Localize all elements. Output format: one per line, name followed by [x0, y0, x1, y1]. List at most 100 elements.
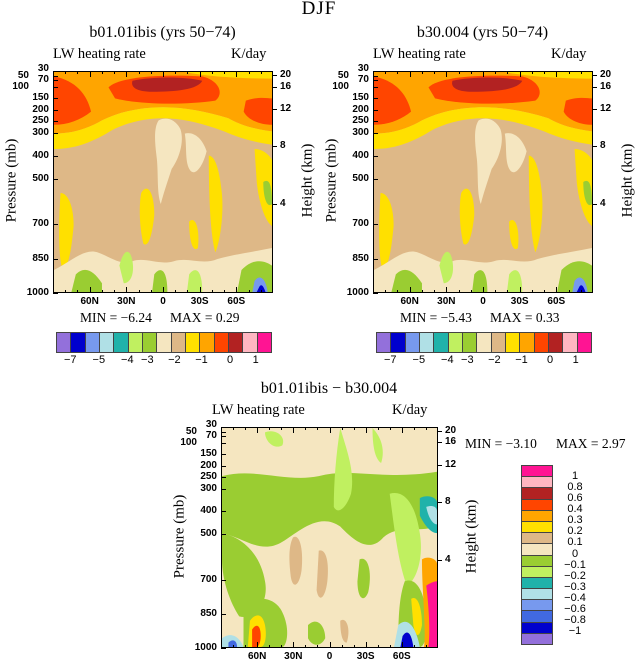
minor-tick — [556, 290, 558, 293]
contour-region — [357, 558, 370, 599]
colorbar-label: −5 — [92, 354, 106, 366]
colorbar-label: −3 — [141, 354, 154, 366]
latitude-tick-top — [163, 71, 164, 77]
contour-region — [374, 76, 412, 125]
minor-tick — [483, 290, 484, 293]
minor-tick — [341, 645, 343, 648]
contour-region — [263, 180, 272, 206]
minor-tick — [245, 645, 247, 648]
colorbar-swatch — [522, 488, 552, 500]
contour-region — [504, 133, 527, 173]
minor-tick — [409, 71, 411, 74]
colorbar-swatch — [522, 555, 552, 567]
pressure-tick — [373, 132, 378, 134]
latitude-tick-label: 60N — [400, 296, 419, 307]
minor-tick — [89, 71, 91, 74]
pressure-tick-label: 200 — [200, 459, 217, 471]
contour-region — [54, 72, 272, 79]
latitude-tick-top — [126, 71, 128, 77]
minor-tick — [114, 290, 116, 293]
panel3-colorbar — [521, 465, 553, 645]
latitude-tick-top — [409, 71, 411, 77]
colorbar-swatch — [214, 333, 229, 352]
contour-region — [256, 285, 266, 292]
colorbar-swatch — [522, 566, 552, 578]
contour-region — [208, 155, 223, 253]
pressure-tick-label: 400 — [200, 505, 217, 517]
panel2-units: K/day — [551, 46, 587, 62]
contour-region — [132, 77, 203, 92]
pressure-tick — [221, 488, 226, 490]
minor-tick — [233, 427, 235, 430]
colorbar-swatch — [419, 333, 435, 352]
minor-tick — [293, 427, 295, 430]
pressure-tick — [221, 442, 226, 444]
pressure-tick-label: 850 — [352, 252, 369, 264]
panel2-ylabel: Pressure (mb) — [323, 138, 340, 223]
minor-tick — [281, 427, 283, 430]
panel3-units: K/day — [392, 402, 428, 418]
colorbar-swatch — [243, 333, 258, 352]
pressure-tick-label: 70 — [37, 74, 49, 86]
contour-fills — [54, 72, 272, 292]
pressure-tick — [373, 178, 378, 180]
minor-tick — [175, 71, 177, 74]
contour-region — [139, 188, 155, 245]
contour-region — [391, 269, 422, 292]
contour-region — [459, 188, 475, 245]
height-tick-label: 12 — [280, 102, 292, 114]
minor-tick — [114, 71, 116, 74]
minor-tick — [353, 427, 355, 430]
contour-region — [389, 492, 421, 586]
height-tick — [438, 442, 442, 444]
pressure-tick — [373, 75, 378, 77]
minor-tick — [556, 71, 558, 74]
height-tick — [273, 146, 277, 148]
minor-tick — [187, 71, 189, 74]
panel1-colorbar — [56, 332, 272, 353]
pressure-tick-label: 100 — [12, 81, 29, 93]
minor-tick — [65, 290, 67, 293]
pressure-tick — [53, 109, 58, 111]
colorbar-label: 0.2 — [567, 525, 583, 538]
contour-region — [222, 533, 266, 618]
latitude-tick-top — [257, 427, 259, 433]
minor-tick — [385, 71, 387, 74]
colorbar-label: −2 — [488, 354, 501, 366]
pressure-tick-label: 250 — [32, 115, 49, 127]
panel3-ylabel-right: Height (km) — [463, 499, 480, 574]
minor-tick — [377, 645, 379, 648]
latitude-tick-label: 60S — [392, 651, 411, 662]
pressure-tick-label: 70 — [205, 430, 217, 442]
latitude-tick-top — [199, 71, 201, 77]
height-tick-label: 8 — [445, 496, 451, 508]
pressure-tick-label: 50 — [337, 69, 349, 81]
colorbar-label: −0.2 — [564, 569, 586, 582]
contour-region — [59, 193, 74, 270]
minor-tick — [89, 290, 91, 293]
pressure-tick-label: 1000 — [26, 287, 49, 298]
pressure-tick — [221, 427, 226, 428]
height-tick-label: 4 — [280, 198, 286, 210]
minor-tick — [163, 71, 164, 74]
panel3-left-label: LW heating rate — [212, 402, 305, 418]
colorbar-label: −0.8 — [564, 614, 586, 627]
minor-tick — [425, 427, 427, 430]
height-tick — [593, 204, 597, 206]
latitude-tick-label: 30N — [284, 651, 303, 662]
minor-tick — [305, 427, 307, 430]
colorbar-label: −0.4 — [564, 592, 586, 604]
pressure-tick-label: 150 — [200, 448, 217, 460]
pressure-tick-label: 300 — [352, 126, 369, 138]
height-tick-label: 12 — [445, 458, 457, 470]
pressure-tick — [53, 155, 58, 157]
contour-region — [426, 505, 437, 525]
pressure-tick — [373, 98, 378, 100]
panel1-max: MAX = 0.29 — [170, 310, 240, 325]
colorbar-swatch — [257, 333, 271, 352]
minor-tick — [236, 290, 238, 293]
height-tick-label: 8 — [600, 140, 606, 152]
contour-region — [563, 97, 592, 125]
contour-region — [254, 149, 272, 226]
